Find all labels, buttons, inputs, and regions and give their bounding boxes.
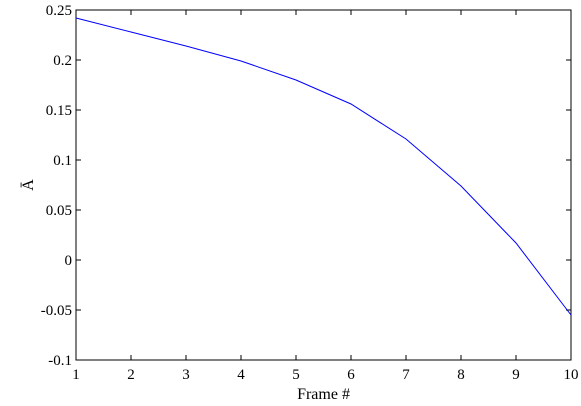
x-tick-label: 1: [72, 367, 80, 383]
x-tick-label: 9: [512, 367, 520, 383]
series-line: [75, 17, 572, 316]
y-tick-label: 0.1: [53, 153, 72, 169]
data-point: [516, 243, 517, 244]
data-point: [296, 80, 297, 81]
y-tick-label: 0.05: [46, 203, 72, 219]
y-tick-label: 0.2: [53, 53, 72, 69]
y-tick-label: 0.25: [46, 3, 72, 19]
data-point: [241, 61, 242, 62]
y-axis-label: Ā: [20, 179, 37, 191]
data-point: [406, 139, 407, 140]
x-tick-label: 4: [237, 367, 245, 383]
x-tick-label: 7: [402, 367, 410, 383]
y-tick-label: 0: [65, 253, 73, 269]
data-point: [186, 46, 187, 47]
data-point: [571, 315, 572, 316]
x-tick-label: 10: [564, 367, 579, 383]
data-point: [351, 104, 352, 105]
x-tick-label: 2: [127, 367, 135, 383]
y-axis: -0.1 -0.05 0 0.05 0.1 0.15 0.2 0.25: [41, 3, 571, 369]
y-tick-label: -0.05: [41, 303, 72, 319]
y-tick-label: -0.1: [48, 353, 72, 369]
data-point: [131, 32, 132, 33]
y-tick-label: 0.15: [46, 103, 72, 119]
x-tick-label: 5: [292, 367, 300, 383]
data-point: [76, 18, 77, 19]
x-tick-label: 3: [182, 367, 190, 383]
x-tick-label: 8: [457, 367, 465, 383]
plot-area: [75, 9, 572, 361]
series-layer: [75, 17, 572, 316]
x-axis: 1 2 3 4 5 6 7 8 9 10: [72, 10, 579, 383]
data-point: [461, 186, 462, 187]
x-tick-label: 6: [347, 367, 355, 383]
x-axis-label: Frame #: [297, 386, 350, 403]
